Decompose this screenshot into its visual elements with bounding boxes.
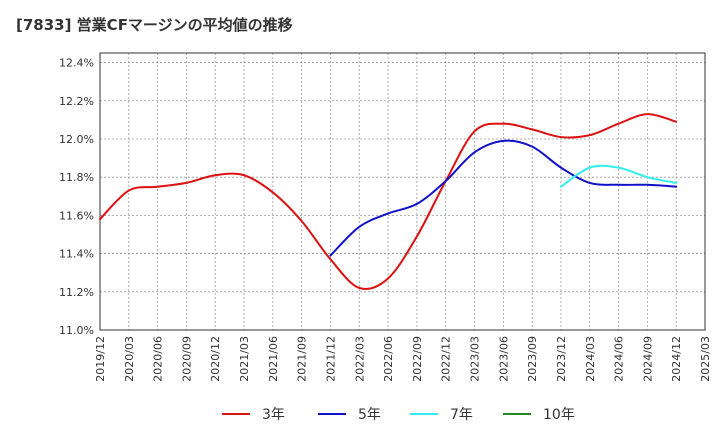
legend-label-2: 5年: [358, 407, 381, 423]
x-tick-label: 2020/09: [180, 336, 193, 382]
x-tick-label: 2023/03: [469, 336, 482, 382]
chart-title: [7833] 営業CFマージンの平均値の推移: [16, 16, 293, 34]
x-tick-label: 2021/06: [267, 336, 280, 382]
x-tick-label: 2021/09: [296, 336, 309, 382]
y-tick-label: 11.2%: [59, 286, 94, 299]
x-tick-label: 2023/09: [526, 336, 539, 382]
x-tick-label: 2024/06: [613, 336, 626, 382]
x-tick-label: 2021/03: [238, 336, 251, 382]
series-line-2: [329, 139, 678, 257]
legend-label-1: 3年: [262, 407, 285, 423]
series-line-3: [559, 164, 678, 188]
x-tick-label: 2020/12: [209, 336, 222, 382]
x-tick-label: 2023/06: [497, 336, 510, 382]
y-tick-label: 11.4%: [59, 248, 94, 261]
x-tick-label: 2025/03: [699, 336, 712, 382]
y-tick-label: 11.8%: [59, 171, 94, 184]
legend-label-3: 7年: [450, 407, 473, 423]
series-line-1: [99, 113, 678, 291]
legend-label-4: 10年: [543, 407, 575, 423]
y-tick-label: 12.2%: [59, 95, 94, 108]
x-tick-label: 2021/12: [324, 336, 337, 382]
y-tick-label: 12.0%: [59, 133, 94, 146]
x-tick-label: 2024/09: [641, 336, 654, 382]
x-tick-label: 2024/03: [584, 336, 597, 382]
x-tick-label: 2020/03: [123, 336, 136, 382]
x-tick-label: 2022/03: [353, 336, 366, 382]
plot-border: [99, 52, 706, 331]
x-tick-label: 2022/09: [411, 336, 424, 382]
x-tick-label: 2024/12: [670, 336, 683, 382]
plot-area: [100, 53, 705, 330]
y-tick-label: 11.6%: [59, 209, 94, 222]
x-tick-label: 2019/12: [94, 336, 107, 382]
x-tick-label: 2023/12: [555, 336, 568, 382]
x-tick-label: 2020/06: [152, 336, 165, 382]
y-tick-label: 12.4%: [59, 57, 94, 70]
x-tick-label: 2022/12: [440, 336, 453, 382]
y-tick-label: 11.0%: [59, 324, 94, 337]
x-tick-label: 2022/06: [382, 336, 395, 382]
